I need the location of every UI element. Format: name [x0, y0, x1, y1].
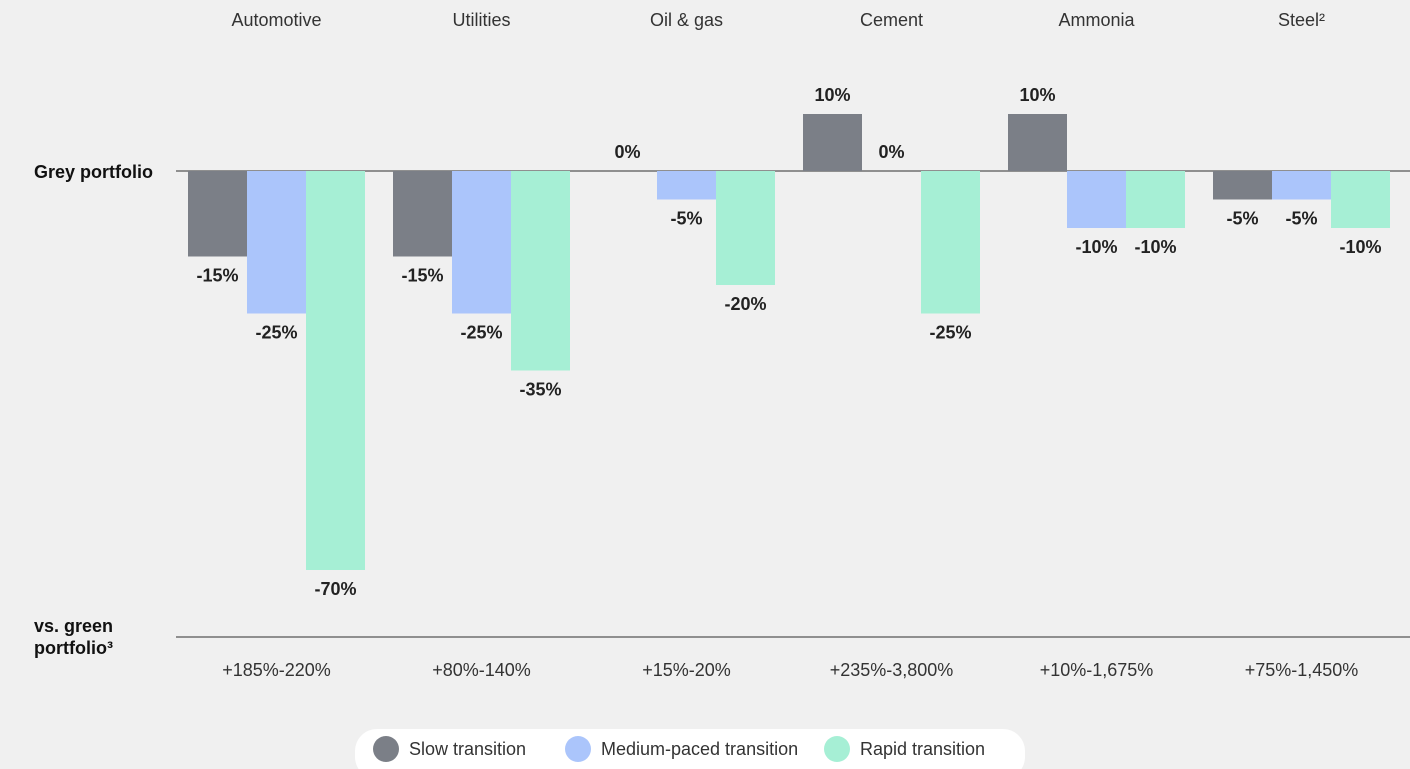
bar — [1067, 171, 1126, 228]
value-label: -5% — [670, 208, 702, 228]
value-label: -10% — [1075, 237, 1117, 257]
bar — [306, 171, 365, 570]
value-label: -10% — [1339, 237, 1381, 257]
value-label: 0% — [878, 142, 904, 162]
value-label: 0% — [614, 142, 640, 162]
bar — [247, 171, 306, 314]
value-label: -15% — [401, 265, 443, 285]
bar — [1272, 171, 1331, 200]
row-label: Grey portfolio — [34, 162, 153, 182]
value-label: -35% — [519, 379, 561, 399]
value-label: -5% — [1226, 208, 1258, 228]
bar — [921, 171, 980, 314]
value-label: -25% — [929, 322, 971, 342]
bar — [393, 171, 452, 257]
legend-label: Medium-paced transition — [601, 739, 798, 759]
category-label: Cement — [860, 10, 923, 30]
legend-label: Slow transition — [409, 739, 526, 759]
category-label: Ammonia — [1058, 10, 1135, 30]
value-label: -20% — [724, 294, 766, 314]
value-label: -25% — [255, 322, 297, 342]
green-range: +80%-140% — [432, 660, 531, 680]
bar — [452, 171, 511, 314]
green-range: +75%-1,450% — [1245, 660, 1359, 680]
bar — [657, 171, 716, 200]
value-label: -25% — [460, 322, 502, 342]
value-label: -15% — [196, 265, 238, 285]
green-range: +15%-20% — [642, 660, 731, 680]
legend-swatch — [565, 736, 591, 762]
category-label: Oil & gas — [650, 10, 723, 30]
category-label: Steel² — [1278, 10, 1325, 30]
legend-box — [355, 729, 1025, 769]
legend-swatch — [824, 736, 850, 762]
bar — [716, 171, 775, 285]
bar — [1213, 171, 1272, 200]
bar — [511, 171, 570, 371]
bar — [188, 171, 247, 257]
green-range: +10%-1,675% — [1040, 660, 1154, 680]
value-label: -5% — [1285, 208, 1317, 228]
value-label: -10% — [1134, 237, 1176, 257]
green-range: +235%-3,800% — [830, 660, 954, 680]
value-label: 10% — [814, 85, 850, 105]
green-range: +185%-220% — [222, 660, 331, 680]
legend-label: Rapid transition — [860, 739, 985, 759]
bar — [803, 114, 862, 171]
category-label: Utilities — [452, 10, 510, 30]
row-label: vs. green portfolio³ — [34, 616, 113, 658]
value-label: 10% — [1019, 85, 1055, 105]
legend-swatch — [373, 736, 399, 762]
bar — [1126, 171, 1185, 228]
category-label: Automotive — [231, 10, 321, 30]
bar — [1008, 114, 1067, 171]
bar — [1331, 171, 1390, 228]
value-label: -70% — [314, 579, 356, 599]
